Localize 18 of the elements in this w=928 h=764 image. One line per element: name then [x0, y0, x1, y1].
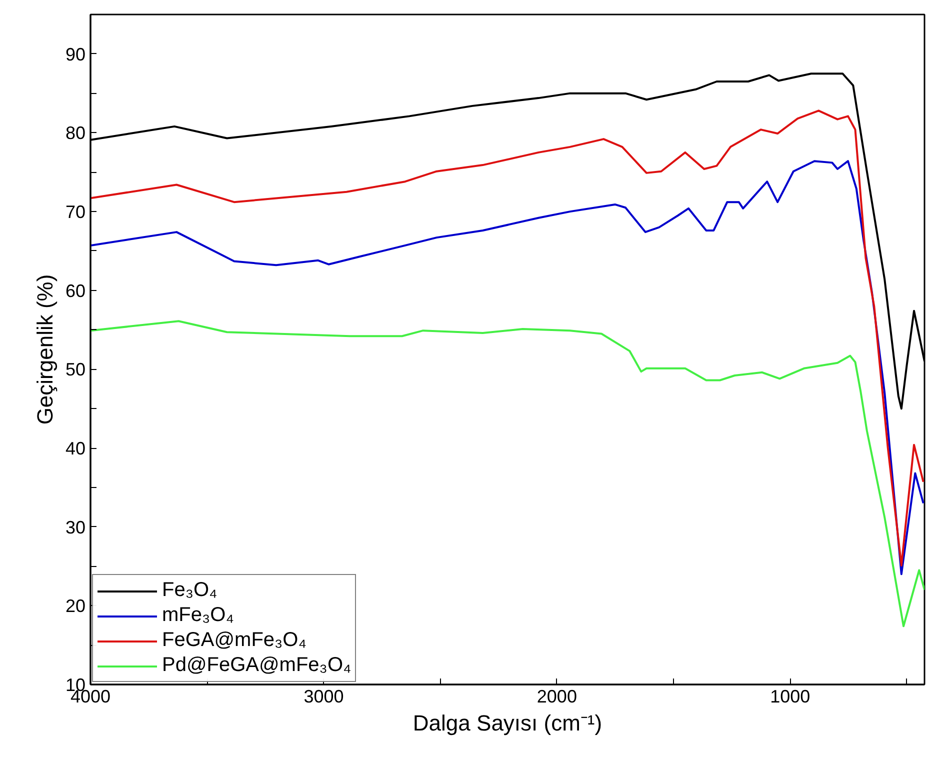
y-tick-label: 60 [65, 280, 86, 301]
x-tick-label: 2000 [536, 686, 577, 706]
legend-label: FeGA@mFe₃O₄ [162, 629, 306, 652]
y-axis-title: Geçirgenlik (%) [32, 274, 58, 425]
y-tick-label: 70 [65, 202, 86, 222]
legend-label: Fe₃O₄ [162, 579, 218, 602]
y-tick-label: 30 [65, 517, 86, 538]
x-tick-label: 3000 [304, 686, 344, 706]
legend-label: Pd@FeGA@mFe₃O₄ [162, 654, 352, 677]
x-tick-label: 1000 [770, 686, 810, 706]
y-tick-label: 20 [65, 596, 86, 616]
line-series [90, 320, 924, 628]
y-tick-label: 80 [65, 123, 86, 144]
y-tick-label: 40 [65, 438, 86, 459]
legend-label: mFe₃O₄ [162, 604, 234, 627]
y-tick-label: 90 [65, 44, 86, 64]
x-axis-title: Dalga Sayısı (cm⁻¹) [412, 710, 602, 736]
y-tick-label: 50 [65, 360, 86, 380]
